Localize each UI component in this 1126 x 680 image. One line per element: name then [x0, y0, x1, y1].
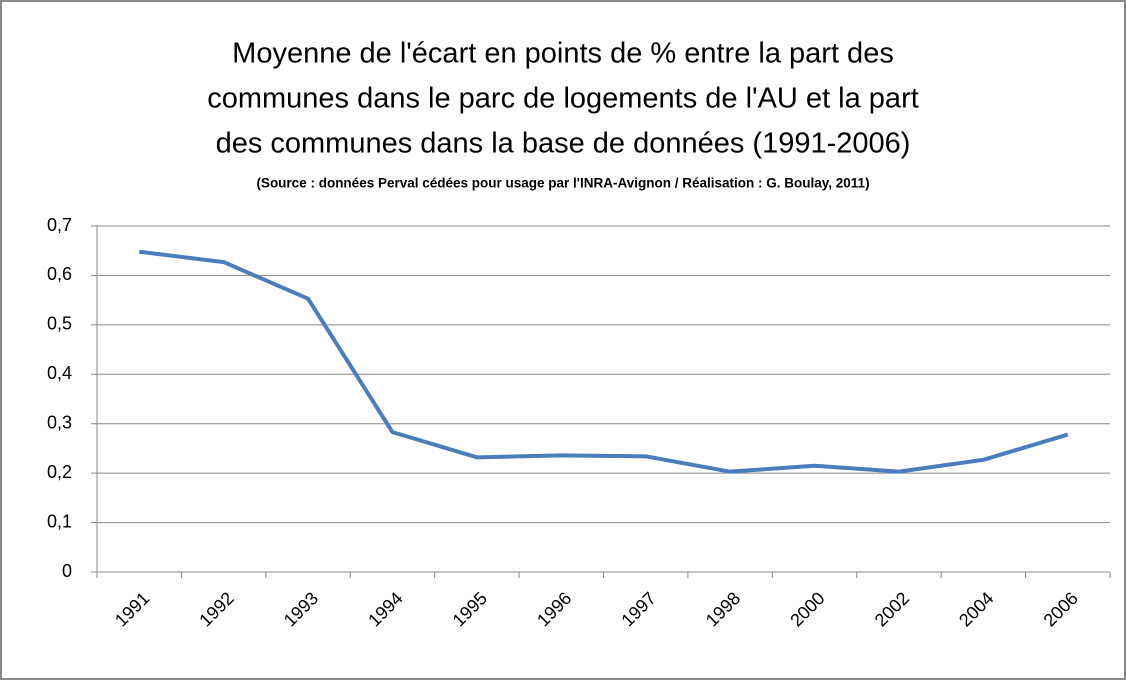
y-tick-label: 0,3	[47, 412, 72, 432]
y-tick-label: 0,2	[47, 462, 72, 482]
chart-title: des communes dans la base de données (19…	[216, 128, 911, 160]
y-tick-label: 0,1	[47, 511, 72, 531]
y-tick-label: 0	[62, 561, 72, 581]
y-tick-label: 0,4	[47, 363, 72, 383]
chart-title: communes dans le parc de logements de l'…	[207, 83, 919, 115]
chart-subtitle: (Source : données Perval cédées pour usa…	[256, 176, 869, 191]
chart-title: Moyenne de l'écart en points de % entre …	[232, 38, 894, 70]
y-tick-label: 0,7	[47, 215, 72, 235]
y-tick-label: 0,6	[47, 264, 72, 284]
data-line	[138, 249, 1069, 474]
y-tick-label: 0,5	[47, 314, 72, 334]
